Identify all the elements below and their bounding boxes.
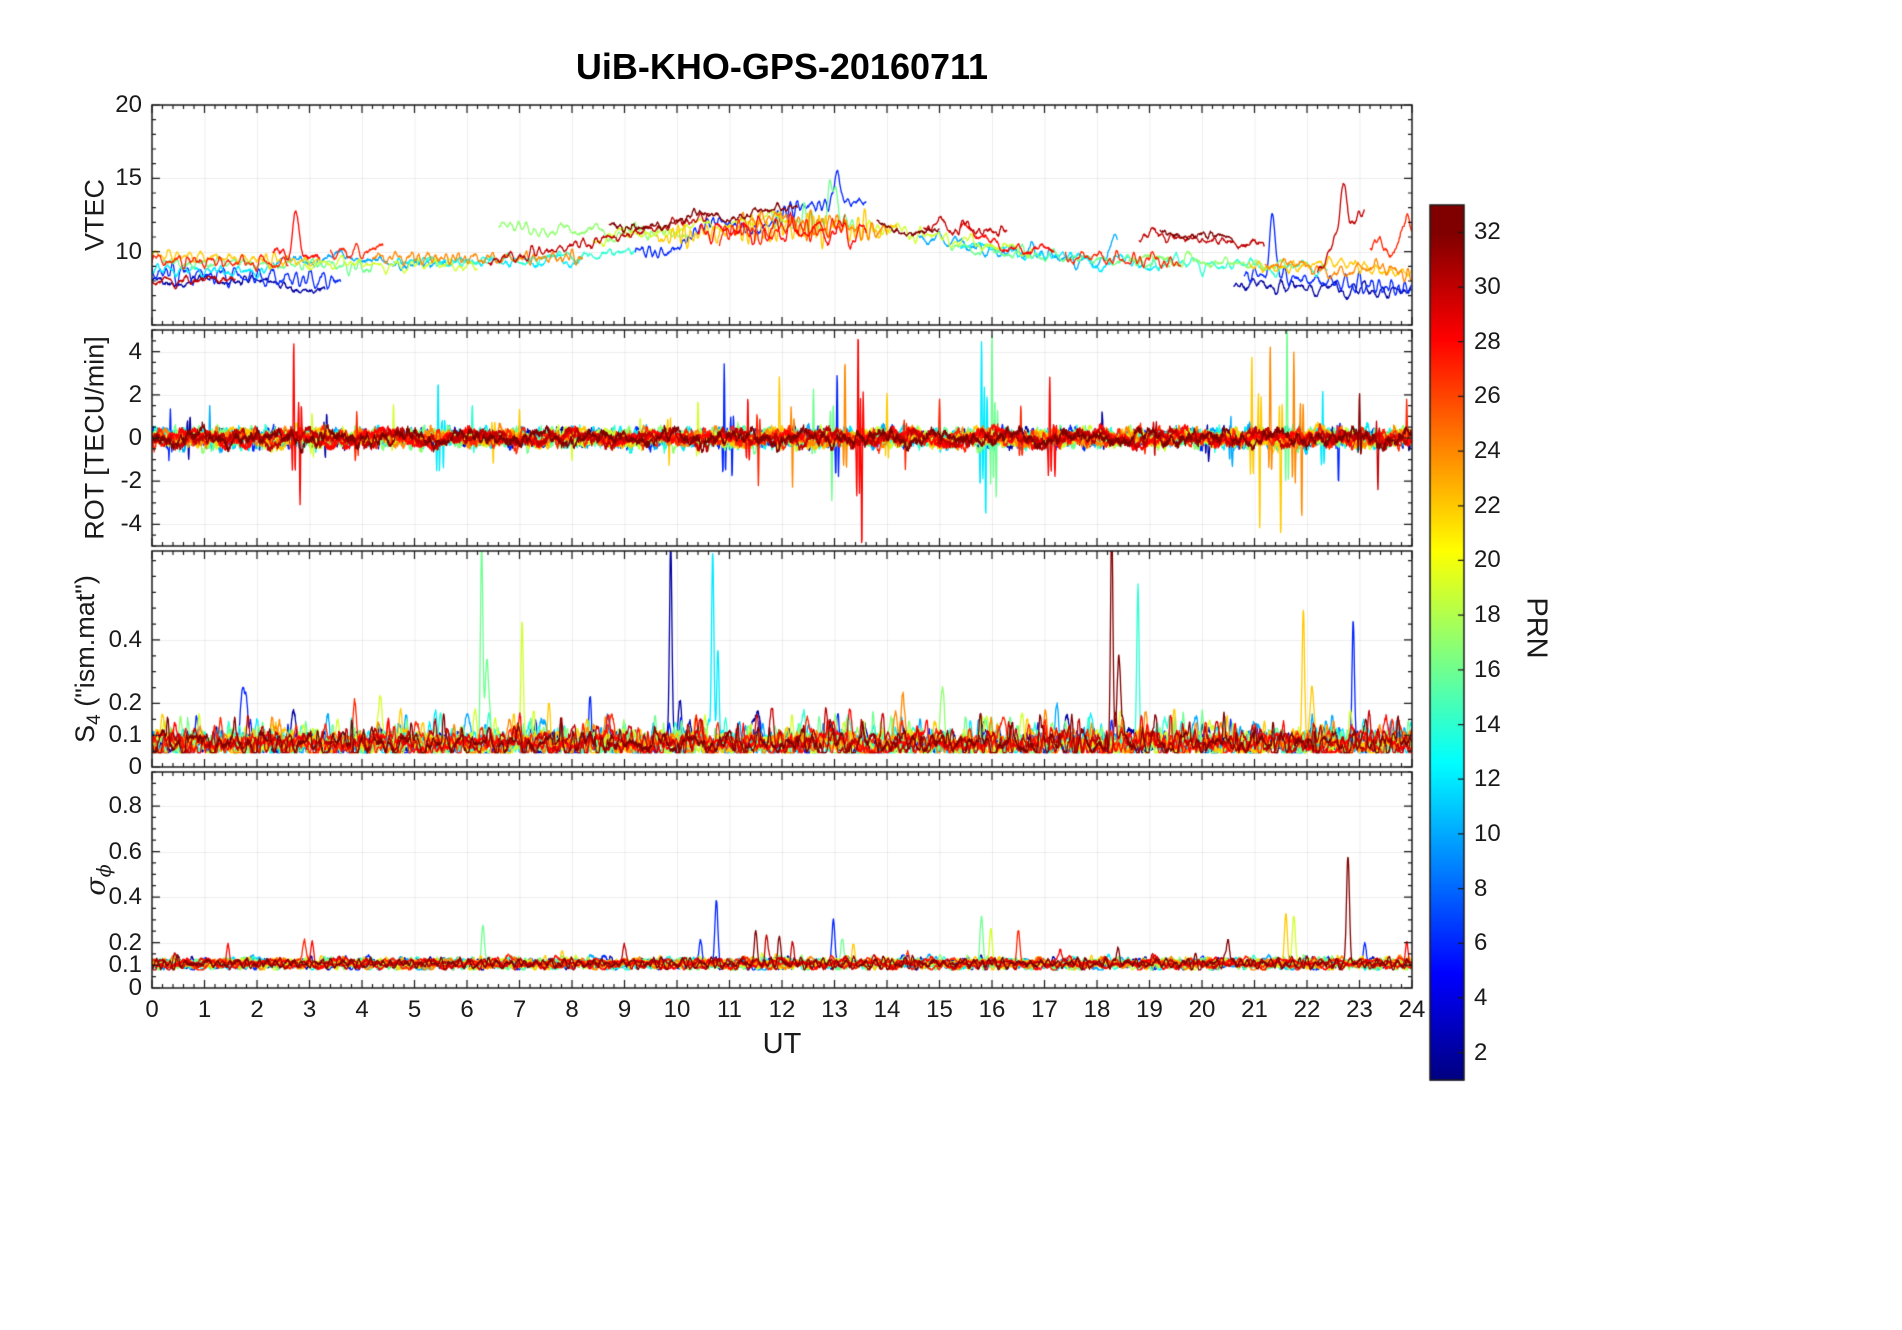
x-tick-label: 4 [355, 996, 369, 1023]
colorbar-tick-label: 28 [1474, 327, 1501, 355]
colorbar-tick-label: 4 [1474, 983, 1488, 1011]
colorbar-tick-label: 8 [1474, 874, 1488, 902]
x-tick-label: 19 [1136, 996, 1163, 1023]
y-tick-label: 0.1 [108, 721, 142, 749]
colorbar-tick-label: 26 [1474, 382, 1501, 410]
x-tick-label: 24 [1398, 996, 1426, 1023]
y-tick-label: 0 [128, 974, 142, 1001]
y-tick-label: -2 [120, 467, 142, 495]
x-tick-label: 13 [821, 996, 848, 1023]
x-tick-label: 22 [1293, 996, 1321, 1023]
y-tick-label: 15 [115, 164, 142, 192]
x-tick-label: 7 [512, 996, 527, 1023]
colorbar-tick-label: 2 [1474, 1038, 1488, 1066]
colorbar-tick-label: 10 [1474, 819, 1501, 847]
x-tick-label: 21 [1241, 996, 1268, 1023]
x-tick-label: 3 [302, 996, 317, 1023]
x-tick-label: 8 [565, 996, 579, 1023]
y-tick-label: 0.2 [108, 928, 142, 956]
x-tick-label: 20 [1188, 996, 1216, 1023]
chart-title: UiB-KHO-GPS-20160711 [575, 46, 989, 87]
colorbar-tick-label: 16 [1474, 655, 1501, 683]
colorbar-tick-label: 20 [1474, 546, 1501, 574]
x-tick-label: 6 [460, 996, 474, 1023]
colorbar-tick-label: 22 [1474, 491, 1501, 519]
y-tick-label: 0.8 [108, 792, 142, 820]
sigma-label-sub: ϕ [93, 864, 116, 878]
y-tick-label: 4 [128, 337, 142, 365]
y-tick-label: -4 [120, 510, 142, 538]
colorbar-tick-label: 14 [1474, 710, 1501, 738]
x-tick-label: 17 [1031, 996, 1058, 1023]
y-tick-label: 0 [128, 753, 142, 780]
y-tick-label: 0.4 [108, 625, 142, 653]
colorbar-tick-label: 12 [1474, 765, 1501, 793]
y-tick-label: 0.1 [108, 951, 142, 979]
colorbar-tick-label: 6 [1474, 929, 1488, 957]
x-tick-label: 10 [663, 996, 691, 1023]
y-tick-label: 0.6 [108, 837, 142, 865]
y-tick-label: 2 [128, 380, 142, 408]
y-tick-label: 0.2 [108, 689, 142, 717]
y-tick-label: 0.4 [108, 883, 142, 911]
colorbar-tick-label: 30 [1474, 273, 1501, 301]
y-axis-label-s4: S4 ("ism.mat") [70, 575, 106, 743]
x-tick-label: 23 [1346, 996, 1373, 1023]
y-tick-label: 10 [115, 237, 142, 265]
x-axis-label: UT [762, 1028, 802, 1060]
x-tick-label: 11 [717, 996, 742, 1023]
colorbar-tick-label: 24 [1474, 437, 1501, 465]
colorbar-tick-label: 32 [1474, 218, 1501, 246]
x-tick-label: 15 [926, 996, 953, 1023]
x-tick-label: 9 [617, 996, 632, 1023]
colorbar-tick-label: 18 [1474, 601, 1501, 629]
x-tick-label: 5 [407, 996, 422, 1023]
y-tick-label: 20 [115, 91, 142, 118]
x-tick-label: 12 [768, 996, 796, 1023]
x-tick-label: 2 [250, 996, 264, 1023]
x-tick-label: 16 [978, 996, 1006, 1023]
x-tick-label: 0 [145, 996, 159, 1023]
x-tick-label: 18 [1083, 996, 1111, 1023]
x-tick-label: 14 [873, 996, 901, 1023]
x-tick-label: 1 [197, 996, 212, 1023]
y-tick-label: 0 [128, 424, 142, 451]
